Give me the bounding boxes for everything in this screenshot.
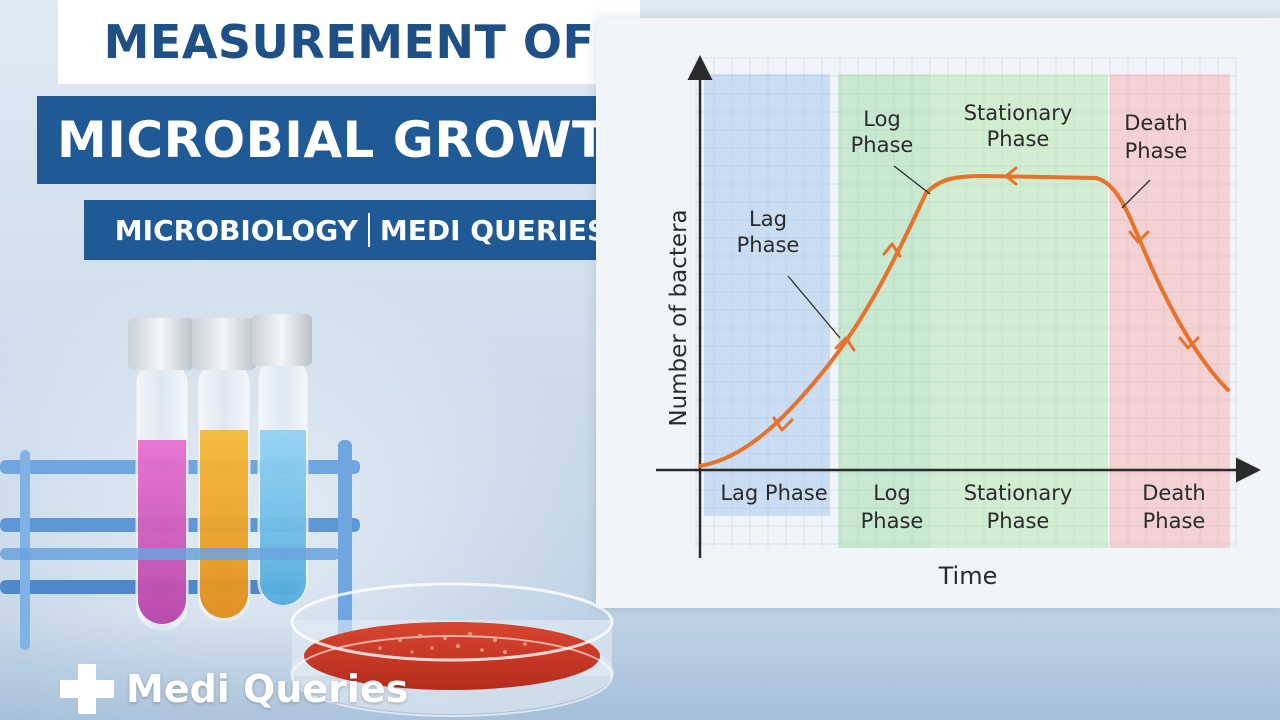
brand-logo: Medi Queries [58,664,408,714]
pointer-death [1121,179,1151,209]
subtitle-subject: MICROBIOLOGY [114,213,358,247]
test-tube-pink [128,318,194,631]
label-top-stationary-1: Stationary [964,101,1073,125]
label-bottom-stationary-2: Phase [987,509,1050,533]
brand-name: Medi Queries [126,667,409,711]
curve-arrow-death-2 [1178,336,1200,350]
curve-arrow-death-1 [1128,230,1150,244]
subtitle-separator [367,213,370,247]
label-bottom-stationary-1: Stationary [964,481,1073,505]
curve-arrow-stationary [1004,166,1018,186]
label-top-death-1: Death [1124,111,1188,135]
subtitle-bar: MICROBIOLOGY MEDI QUERIES [84,200,638,260]
pointer-lag [787,275,841,339]
growth-curve-line [698,173,1230,468]
growth-curve-chart: Lag Phase Log Phase Stationary Phase Dea… [656,55,1261,590]
label-bottom-log-1: Log [873,481,911,505]
label-bottom-death-1: Death [1142,481,1206,505]
subtitle-channel: MEDI QUERIES [379,213,608,247]
lab-illustration [0,314,614,717]
label-top-lag-1: Lag [749,207,787,231]
petri-dish [290,582,614,717]
medical-cross-icon [58,664,114,714]
test-tube-blue [252,314,312,607]
label-bottom-death-2: Phase [1143,509,1206,533]
y-axis-label: Number of bactera [666,209,692,426]
x-axis-label: Time [938,562,998,590]
test-tube-amber [192,318,256,623]
label-top-log-2: Phase [851,133,914,157]
pointer-log [893,165,931,195]
label-top-lag-2: Phase [737,233,800,257]
phase-band-lag [704,74,830,516]
label-bottom-log-2: Phase [861,509,924,533]
curve-arrow-log-2 [882,242,902,258]
curve-arrow-lag [772,416,794,432]
label-top-death-2: Phase [1125,139,1188,163]
curve-arrow-log-1 [834,336,856,352]
title-line-2: MICROBIAL GROWTH [37,96,669,184]
label-top-stationary-2: Phase [987,127,1050,151]
label-bottom-lag: Lag Phase [720,481,827,505]
growth-curve-panel: Lag Phase Log Phase Stationary Phase Dea… [596,18,1280,608]
label-top-log-1: Log [863,107,901,131]
background-floor [0,620,1280,720]
title-line-1: MEASUREMENT OF [58,0,640,84]
